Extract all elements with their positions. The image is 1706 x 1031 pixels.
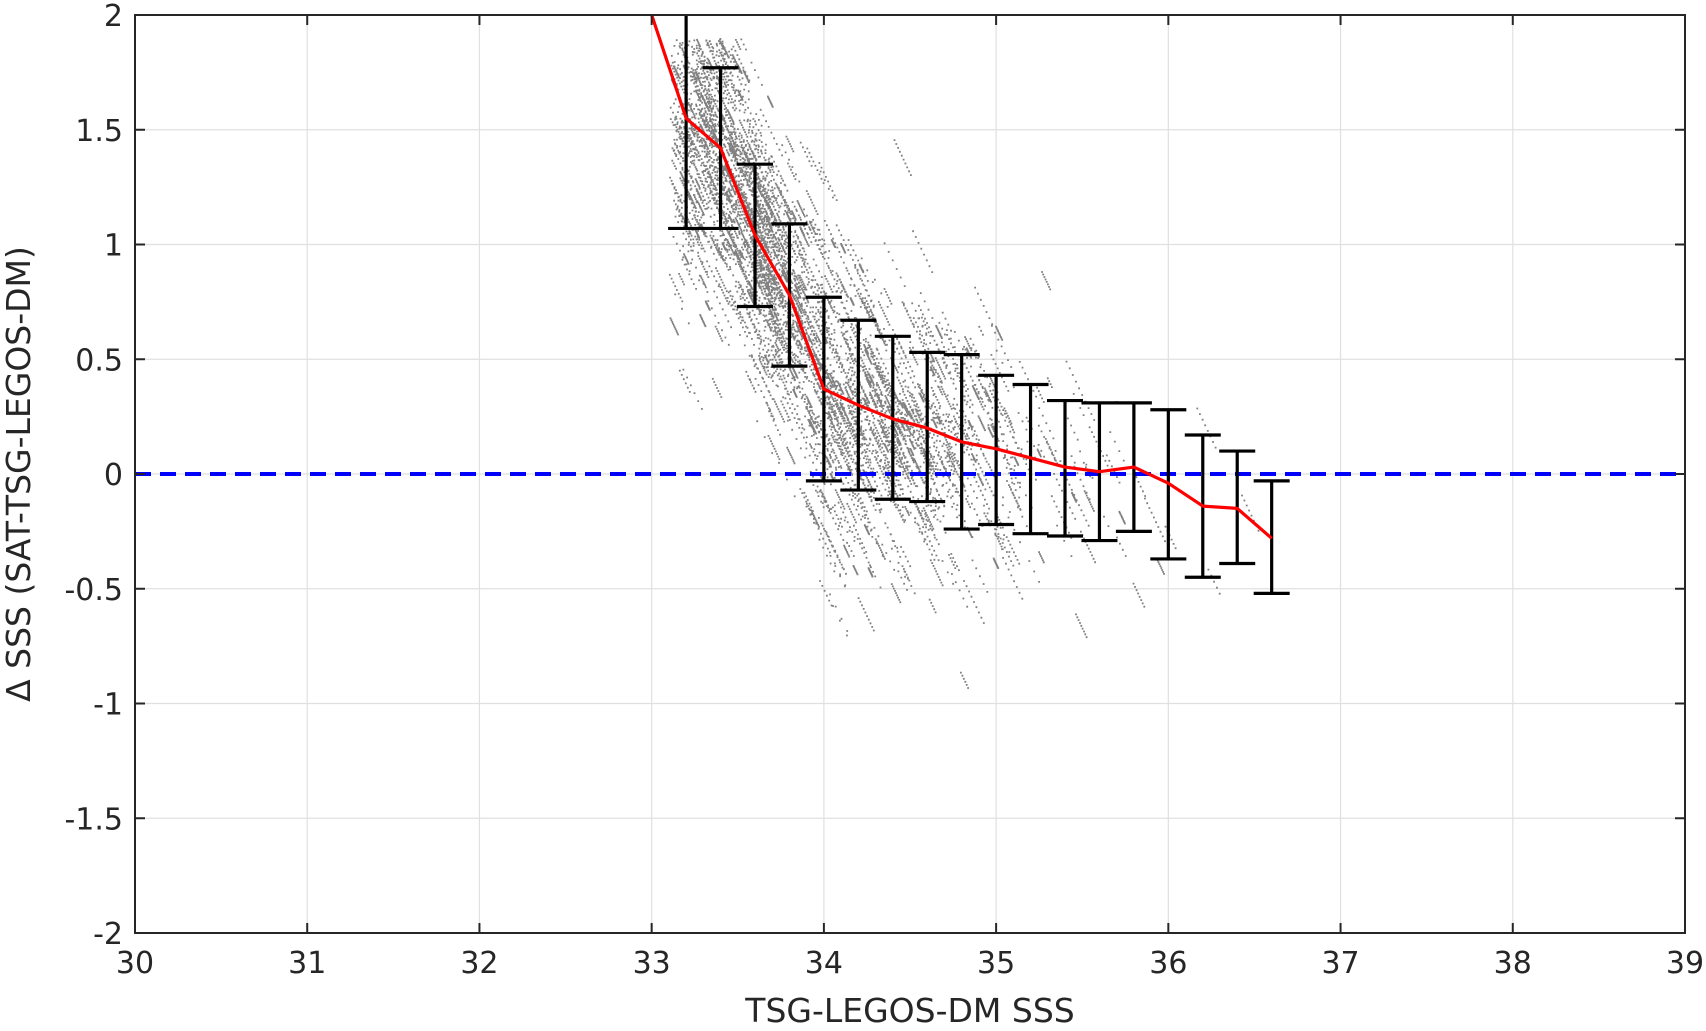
y-tick-label: -1 (93, 688, 123, 723)
mean-line (650, 14, 1273, 540)
x-tick-label: 37 (1321, 946, 1359, 981)
y-tick-label: -2 (93, 917, 123, 952)
y-tick-label: 0 (104, 458, 123, 493)
y-tick-label: 1 (104, 229, 123, 264)
scatter-streaks (668, 38, 1260, 689)
y-tick-label: 2 (104, 0, 123, 34)
y-axis-title: Δ SSS (SAT-TSG-LEGOS-DM) (0, 246, 38, 702)
x-tick-label: 33 (633, 946, 671, 981)
x-tick-label: 39 (1666, 946, 1704, 981)
x-tick-label: 38 (1494, 946, 1532, 981)
y-axis-ticks: -2 -1.5 -1 -0.5 0 0.5 1 1.5 2 (64, 0, 1685, 952)
grid-lines (135, 15, 1685, 933)
x-tick-label: 36 (1149, 946, 1187, 981)
mean-line-group (650, 14, 1273, 540)
x-tick-label: 32 (460, 946, 498, 981)
x-tick-label: 31 (288, 946, 326, 981)
x-axis-title: TSG-LEGOS-DM SSS (744, 991, 1074, 1030)
y-tick-label: 0.5 (75, 343, 123, 378)
x-tick-label: 34 (805, 946, 843, 981)
x-tick-label: 30 (116, 946, 154, 981)
y-tick-label: 1.5 (75, 114, 123, 149)
y-tick-label: -0.5 (64, 573, 123, 608)
y-tick-label: -1.5 (64, 802, 123, 837)
x-tick-label: 35 (977, 946, 1015, 981)
x-axis-ticks: 30 31 32 33 34 35 36 37 38 39 (116, 15, 1704, 981)
scatter-points (668, 38, 1260, 689)
